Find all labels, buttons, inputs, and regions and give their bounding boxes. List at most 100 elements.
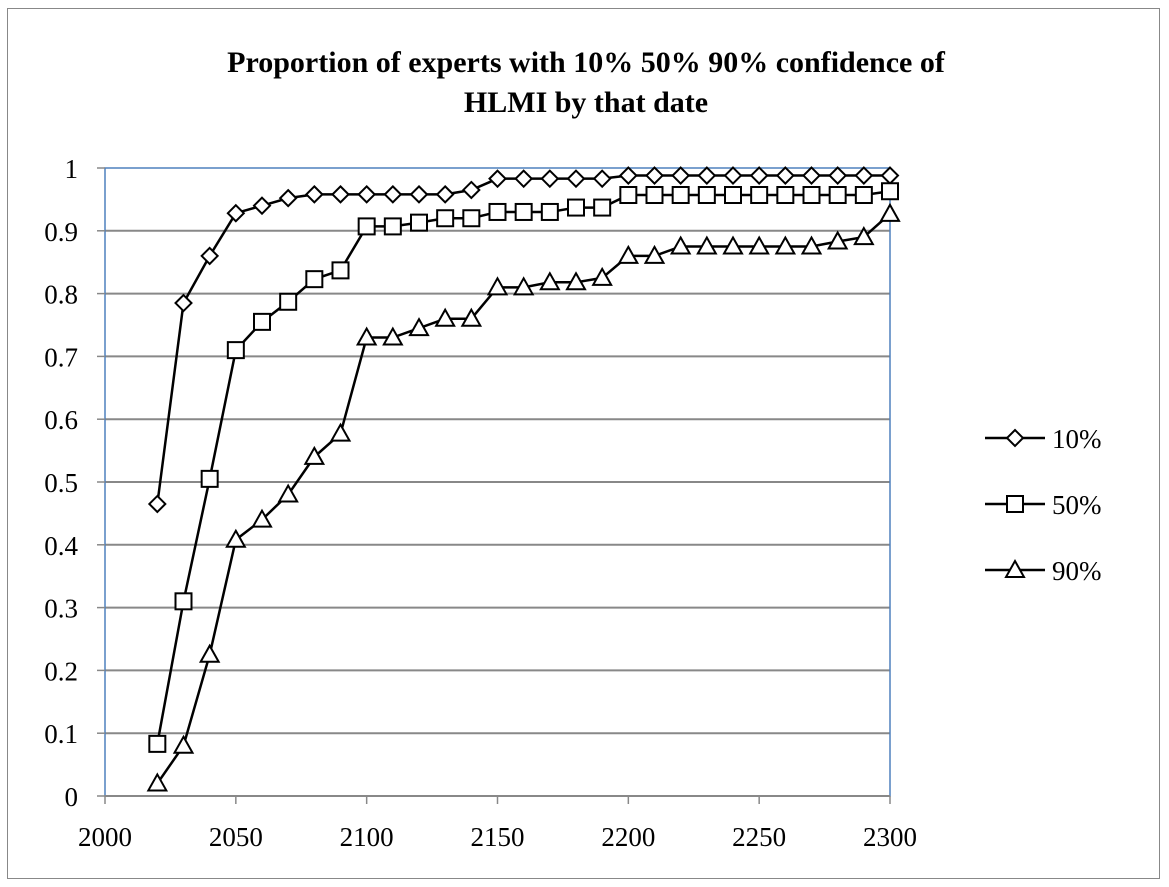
data-point-square [488,202,507,221]
data-point-triangle [512,276,535,296]
data-point-diamond [147,494,167,514]
series-line [156,212,891,785]
data-point-square [410,213,428,232]
data-point-square [854,186,873,205]
data-point-square [436,209,455,228]
data-point-diamond [383,184,403,204]
data-point-diamond [854,166,874,185]
data-point-diamond [252,196,272,216]
data-point-triangle [879,202,901,222]
data-point-triangle [800,235,823,255]
y-tick-label: 0.3 [44,594,78,624]
data-point-square [279,292,298,311]
x-tick-label: 2300 [863,822,917,852]
data-point-square [514,202,533,221]
y-tick-label: 0.2 [44,656,78,686]
legend: 10% 50% 90% [985,424,1102,586]
x-tick-label: 2050 [209,822,263,852]
data-point-square [724,186,742,205]
data-point-square [253,312,271,331]
y-tick-label: 0 [65,782,79,812]
data-point-diamond [775,166,795,185]
x-tick-label: 2250 [732,822,786,852]
y-tick-label: 0.5 [44,468,78,498]
data-point-diamond [409,184,429,204]
data-point-square [383,217,402,236]
data-point-square [174,592,193,611]
data-point-triangle [539,271,561,291]
data-point-triangle [277,483,299,503]
data-point-diamond [618,166,638,185]
series-line [156,174,890,505]
data-point-square [305,270,324,289]
data-point-diamond [435,184,455,204]
x-tick-label: 2100 [340,822,394,852]
data-point-diamond [671,166,691,185]
y-tick-label: 0.8 [44,280,78,310]
data-point-diamond [802,166,821,185]
data-point-square [226,341,245,360]
data-point-triangle [460,307,483,327]
data-point-triangle [355,326,378,346]
data-point-triangle [565,271,587,291]
data-point-triangle [774,235,797,255]
data-point-triangle [748,235,770,255]
y-tick-label: 1 [65,154,79,184]
y-tick-label: 0.6 [44,405,78,435]
data-point-triangle [669,235,692,255]
data-point-diamond [880,166,900,185]
series [146,166,901,792]
data-point-triangle [486,276,509,296]
data-point-triangle [329,422,352,442]
y-tick-label: 0.9 [44,217,78,247]
data-point-diamond [697,166,717,185]
x-tick-label: 2000 [78,822,132,852]
y-tick-label: 0.7 [44,342,78,372]
data-point-diamond [357,184,377,204]
data-point-triangle [434,307,456,327]
data-point-square [200,469,219,488]
legend-label: 10% [1052,424,1102,454]
data-point-diamond [828,166,848,185]
data-point-diamond [278,188,298,208]
data-point-diamond [331,184,350,204]
data-point-diamond [304,184,324,204]
series-triangle [146,202,901,792]
data-point-triangle [225,528,247,548]
data-point-square [645,186,664,205]
y-tick-label: 0.1 [44,719,78,749]
data-point-square [357,217,376,236]
data-point-diamond [723,166,743,185]
data-point-triangle [826,230,849,250]
data-point-square [697,186,716,205]
data-point-triangle [853,226,875,246]
legend-marker-triangle [1004,558,1026,578]
data-point-diamond [540,169,560,189]
data-point-square [567,198,585,217]
series-square [148,182,899,753]
data-point-diamond [200,246,220,266]
data-point-diamond [645,166,664,185]
data-point-diamond [488,169,507,189]
gridlines [105,229,890,735]
data-point-diamond [566,169,586,189]
x-tick-label: 2150 [471,822,525,852]
axes: 0 0.1 0.2 0.3 0.4 0.5 0.6 0.7 0.8 0.9 1 2000 2050 210… [44,154,917,852]
data-point-square [331,261,350,280]
data-point-triangle [198,643,221,663]
data-point-triangle [146,772,169,792]
data-point-diamond [749,166,769,185]
data-point-square [776,186,795,205]
data-point-diamond [514,169,534,189]
chart-title-line-1: Proportion of experts with 10% 50% 90% c… [227,46,946,79]
data-point-square [540,202,559,221]
data-point-diamond [226,203,246,223]
data-point-square [671,186,690,205]
data-point-square [881,182,899,201]
data-point-square [619,186,638,205]
data-point-square [750,186,769,205]
legend-marker-square [1006,495,1024,513]
data-point-triangle [408,317,430,337]
data-point-diamond [174,293,193,313]
